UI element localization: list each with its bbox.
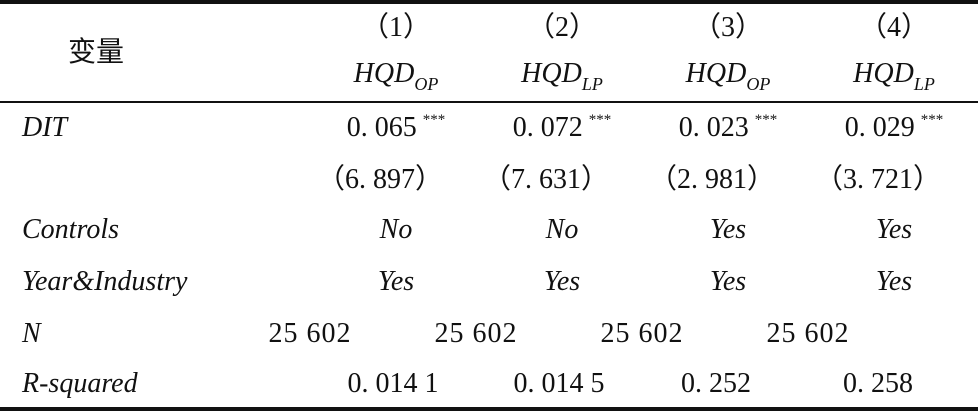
- n-value-4: 25 602: [766, 318, 850, 349]
- year-industry-value-2: Yes: [543, 266, 581, 297]
- top-rule: [0, 0, 978, 4]
- n-value-3: 25 602: [600, 318, 684, 349]
- row-label-year-industry: Year&Industry: [22, 266, 188, 297]
- controls-value-4: Yes: [875, 214, 913, 245]
- n-value-2: 25 602: [434, 318, 518, 349]
- dep-var-2: HQDLP: [521, 58, 603, 94]
- row-label-n: N: [22, 318, 41, 349]
- dep-var-1: HQDOP: [353, 58, 439, 94]
- n-value-1: 25 602: [268, 318, 352, 349]
- column-number-1: （1）: [360, 12, 432, 43]
- r-squared-value-1: 0. 014 1: [347, 368, 439, 399]
- dit-coef-4: 0. 029 ***: [844, 112, 944, 143]
- row-label-r-squared: R-squared: [22, 368, 138, 399]
- column-number-2: （2）: [526, 12, 598, 43]
- controls-value-1: No: [379, 214, 413, 245]
- row-label-dit: DIT: [22, 112, 68, 143]
- dit-coef-2: 0. 072 ***: [512, 112, 612, 143]
- controls-value-3: Yes: [709, 214, 747, 245]
- r-squared-value-2: 0. 014 5: [513, 368, 605, 399]
- dit-tstat-4: （3. 721）: [814, 164, 942, 195]
- dit-tstat-1: （6. 897）: [316, 164, 444, 195]
- header-rule: [0, 101, 978, 103]
- dit-tstat-2: （7. 631）: [482, 164, 610, 195]
- dep-var-3: HQDOP: [685, 58, 771, 94]
- year-industry-value-1: Yes: [377, 266, 415, 297]
- column-number-3: （3）: [692, 12, 764, 43]
- year-industry-value-3: Yes: [709, 266, 747, 297]
- dit-coef-3: 0. 023 ***: [678, 112, 778, 143]
- column-number-4: （4）: [858, 12, 930, 43]
- r-squared-value-4: 0. 258: [843, 368, 913, 399]
- year-industry-value-4: Yes: [875, 266, 913, 297]
- dit-coef-1: 0. 065 ***: [346, 112, 446, 143]
- dep-var-4: HQDLP: [853, 58, 935, 94]
- controls-value-2: No: [545, 214, 579, 245]
- row-label-controls: Controls: [22, 214, 119, 245]
- r-squared-value-3: 0. 252: [681, 368, 751, 399]
- variable-header: 变量: [68, 35, 125, 68]
- bottom-rule: [0, 407, 978, 411]
- dit-tstat-3: （2. 981）: [648, 164, 776, 195]
